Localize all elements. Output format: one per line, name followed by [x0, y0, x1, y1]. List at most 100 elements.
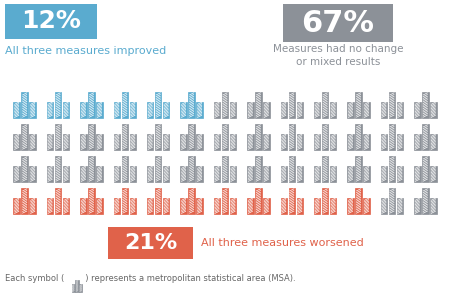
Bar	[189, 188, 195, 214]
Bar	[363, 198, 370, 214]
Bar	[14, 134, 20, 150]
Bar	[280, 102, 287, 118]
Bar	[322, 92, 328, 118]
Bar	[430, 198, 436, 214]
Bar	[255, 124, 261, 150]
Bar	[363, 102, 370, 118]
Bar	[288, 124, 295, 150]
Bar	[155, 188, 162, 214]
Bar	[255, 156, 261, 182]
Bar	[96, 102, 103, 118]
Bar	[76, 280, 78, 292]
Bar	[189, 124, 195, 150]
Bar	[422, 156, 428, 182]
Bar	[297, 166, 303, 182]
Bar	[330, 166, 336, 182]
Bar	[30, 198, 36, 214]
Bar	[363, 166, 370, 182]
Bar	[88, 124, 94, 150]
Bar	[422, 124, 428, 150]
Bar	[280, 134, 287, 150]
Bar	[72, 285, 75, 292]
Bar	[347, 134, 354, 150]
Bar	[288, 92, 295, 118]
Text: Each symbol (        ) represents a metropolitan statistical area (MSA).: Each symbol ( ) represents a metropolita…	[5, 274, 296, 283]
Bar	[230, 166, 236, 182]
Bar	[414, 134, 420, 150]
Bar	[130, 166, 136, 182]
Bar	[247, 134, 254, 150]
Text: Measures had no change
or mixed results: Measures had no change or mixed results	[273, 44, 403, 67]
Bar	[322, 156, 328, 182]
Bar	[347, 102, 354, 118]
Bar	[381, 134, 387, 150]
Bar	[180, 102, 187, 118]
Bar	[430, 166, 436, 182]
Bar	[297, 198, 303, 214]
Bar	[397, 102, 403, 118]
Bar	[147, 102, 153, 118]
Bar	[263, 102, 270, 118]
Bar	[389, 92, 395, 118]
Bar	[88, 156, 94, 182]
Bar	[163, 102, 170, 118]
Bar	[88, 188, 94, 214]
Bar	[130, 102, 136, 118]
Bar	[196, 102, 203, 118]
Bar	[263, 134, 270, 150]
Bar	[30, 134, 36, 150]
Bar	[5, 4, 97, 39]
Bar	[63, 166, 69, 182]
Bar	[122, 92, 128, 118]
Bar	[255, 188, 261, 214]
Bar	[214, 134, 220, 150]
Bar	[347, 198, 354, 214]
Bar	[196, 198, 203, 214]
Bar	[430, 102, 436, 118]
Bar	[397, 198, 403, 214]
Bar	[114, 134, 120, 150]
Bar	[222, 156, 228, 182]
Bar	[263, 166, 270, 182]
Bar	[79, 285, 82, 292]
Bar	[63, 134, 69, 150]
Bar	[255, 92, 261, 118]
Bar	[422, 188, 428, 214]
Text: All three measures worsened: All three measures worsened	[201, 238, 364, 248]
Text: 67%: 67%	[302, 9, 374, 37]
Text: 21%: 21%	[124, 233, 177, 253]
Bar	[314, 102, 320, 118]
Bar	[147, 134, 153, 150]
Bar	[47, 198, 53, 214]
Bar	[30, 102, 36, 118]
Bar	[189, 156, 195, 182]
Bar	[163, 166, 170, 182]
Bar	[422, 92, 428, 118]
Bar	[47, 134, 53, 150]
Bar	[180, 166, 187, 182]
Bar	[381, 102, 387, 118]
Bar	[155, 92, 162, 118]
Bar	[222, 92, 228, 118]
Bar	[397, 166, 403, 182]
Bar	[288, 156, 295, 182]
Bar	[96, 134, 103, 150]
Bar	[230, 198, 236, 214]
Bar	[22, 92, 28, 118]
Bar	[55, 124, 61, 150]
Bar	[122, 124, 128, 150]
Bar	[288, 188, 295, 214]
Bar	[122, 156, 128, 182]
Bar	[347, 166, 354, 182]
Bar	[381, 166, 387, 182]
Bar	[80, 198, 87, 214]
Bar	[22, 188, 28, 214]
Bar	[14, 198, 20, 214]
Bar	[130, 134, 136, 150]
Bar	[222, 188, 228, 214]
Bar	[414, 166, 420, 182]
Bar	[280, 198, 287, 214]
Bar	[280, 166, 287, 182]
Bar	[314, 166, 320, 182]
Bar	[147, 166, 153, 182]
